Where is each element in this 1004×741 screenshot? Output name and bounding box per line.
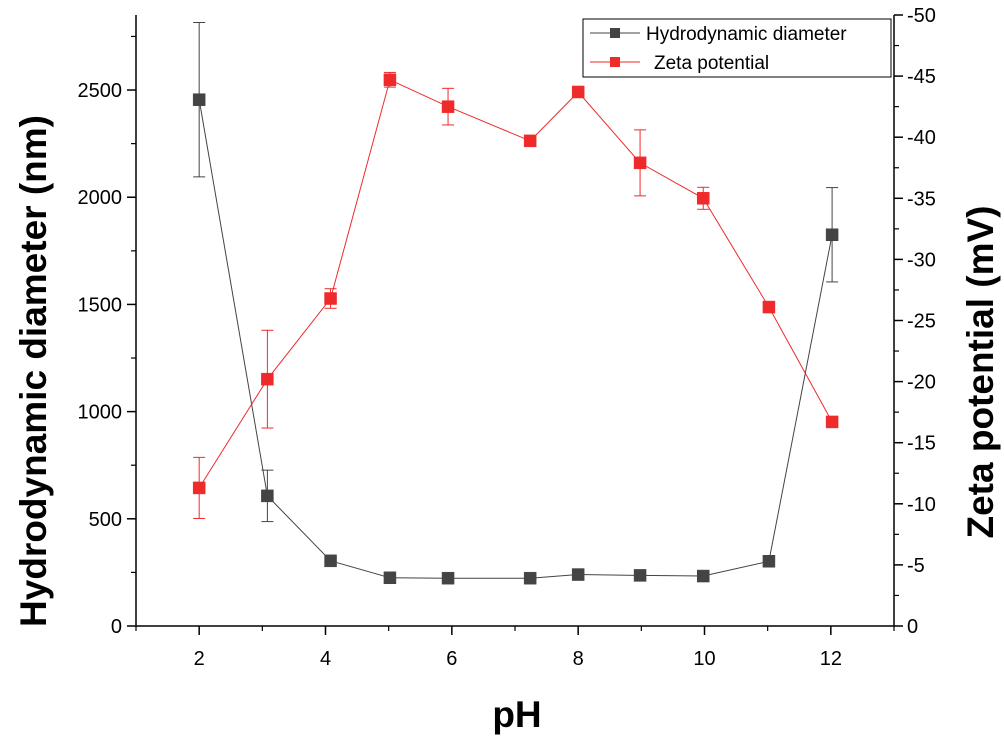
x-tick-label: 10 (693, 648, 715, 670)
x-tick-label: 6 (446, 648, 457, 670)
data-point (571, 568, 585, 581)
y-tick-label: 2500 (78, 80, 123, 102)
y2-tick-label: -5 (907, 555, 925, 577)
data-point (324, 292, 337, 305)
legend-label-diameter: Hydrodynamic diameter (646, 24, 847, 45)
data-point (441, 100, 455, 113)
data-point (261, 489, 274, 503)
y2-tick-label: -50 (907, 5, 936, 27)
x-tick-label: 12 (820, 648, 842, 670)
y2-tick-label: -25 (907, 311, 936, 333)
data-point (825, 228, 839, 241)
data-point (192, 93, 206, 106)
data-point (261, 372, 274, 386)
data-point (571, 85, 585, 99)
y2-tick-label: -10 (907, 494, 936, 516)
data-point (383, 73, 397, 87)
data-point (696, 192, 710, 205)
data-point (523, 571, 537, 585)
legend-label-zeta: Zeta potential (654, 53, 769, 74)
x-tick-label: 4 (320, 648, 331, 670)
y2-axis-title: Zeta potential (mV) (960, 205, 1001, 538)
x-axis-title: pH (492, 694, 541, 735)
data-point (441, 571, 455, 585)
x-tick-label: 8 (573, 648, 584, 670)
y-tick-label: 1000 (78, 402, 123, 424)
y-tick-label: 500 (89, 509, 122, 531)
y-tick-label: 2000 (78, 187, 123, 209)
legend-marker-zeta (610, 57, 620, 67)
x-tick-label: 2 (194, 648, 205, 670)
y2-tick-label: -30 (907, 249, 936, 271)
data-point (696, 569, 710, 583)
y-tick-label: 0 (111, 616, 122, 638)
series-layer (192, 22, 839, 585)
series-line (198, 99, 833, 579)
data-point (762, 555, 776, 568)
axes (135, 15, 895, 627)
series-hydrodynamic-diameter (192, 22, 839, 585)
data-point (192, 481, 206, 495)
legend-marker-diameter (610, 28, 620, 38)
y2-tick-label: 0 (907, 616, 918, 638)
data-point (633, 569, 647, 582)
data-point (523, 134, 537, 148)
tick-layer: 2 4 6 8 10 12 0 500 1000 1500 2000 2500 0 -5 -10 -15 -20… (78, 5, 936, 670)
y2-tick-label: -45 (907, 66, 936, 88)
data-point (762, 300, 776, 314)
y2-tick-label: -20 (907, 372, 936, 394)
data-point (825, 415, 839, 429)
y2-tick-label: -35 (907, 188, 936, 210)
y2-tick-label: -15 (907, 433, 936, 455)
data-point (633, 156, 647, 170)
series-line (198, 79, 833, 489)
data-point (324, 554, 337, 568)
data-point (383, 571, 397, 585)
legend: Hydrodynamic diameter Zeta potential (582, 18, 892, 78)
y-axis-title: Hydrodynamic diameter (nm) (13, 115, 54, 627)
legend-box (582, 18, 892, 78)
y2-tick-label: -40 (907, 127, 936, 149)
y-tick-label: 1500 (78, 294, 123, 316)
series-zeta-potential (192, 71, 839, 519)
